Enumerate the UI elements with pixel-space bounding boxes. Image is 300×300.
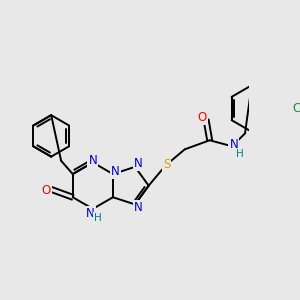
Text: N: N xyxy=(86,207,95,220)
Text: N: N xyxy=(134,201,143,214)
Text: N: N xyxy=(111,165,120,178)
Text: Cl: Cl xyxy=(293,102,300,115)
Text: N: N xyxy=(134,157,143,170)
Text: N: N xyxy=(88,154,97,167)
Text: S: S xyxy=(163,158,170,171)
Text: O: O xyxy=(41,184,51,197)
Text: H: H xyxy=(94,213,102,223)
Text: H: H xyxy=(236,149,244,159)
Text: O: O xyxy=(197,111,207,124)
Text: N: N xyxy=(230,138,238,151)
